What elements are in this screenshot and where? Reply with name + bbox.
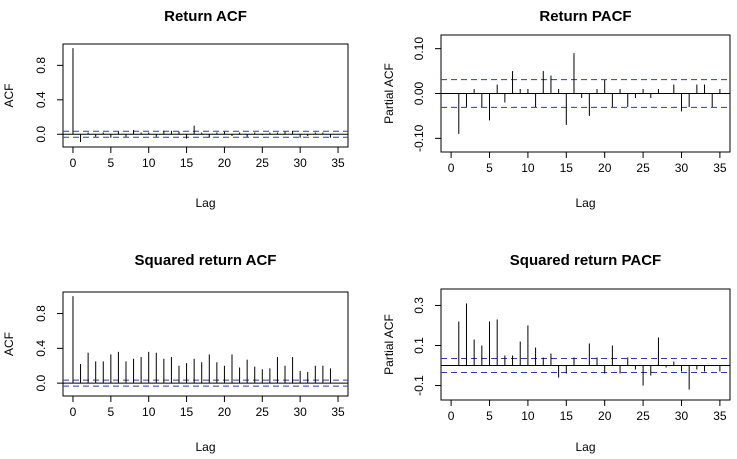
x-tick-label: 5 xyxy=(486,409,493,423)
x-tick-label: 25 xyxy=(636,161,650,175)
y-tick-label: 0.4 xyxy=(34,340,48,357)
x-tick-label: 0 xyxy=(448,409,455,423)
chart-title: Squared return ACF xyxy=(135,252,277,269)
y-tick-label: -0.10 xyxy=(412,124,426,152)
x-tick-label: 0 xyxy=(70,156,77,170)
y-tick-label: -0.1 xyxy=(412,375,426,396)
plot-frame xyxy=(440,288,731,401)
x-tick-label: 15 xyxy=(560,161,574,175)
chart-title: Squared return PACF xyxy=(510,252,661,269)
x-tick-label: 20 xyxy=(598,409,612,423)
x-tick-label: 0 xyxy=(448,161,455,175)
y-tick-label: 0.0 xyxy=(34,374,48,391)
y-tick-label: 0.8 xyxy=(34,305,48,322)
chart-panel-4: Squared return PACF 0 5 10 15 20 25 30 35 Lag -0.1… xyxy=(382,252,731,454)
y-axis-label: Partial ACF xyxy=(382,63,396,124)
x-tick-label: 35 xyxy=(713,161,727,175)
y-tick-label: 0.10 xyxy=(412,37,426,61)
x-tick-label: 30 xyxy=(675,161,689,175)
x-tick-label: 25 xyxy=(636,409,650,423)
y-axis-label: ACF xyxy=(2,84,16,108)
x-tick-label: 35 xyxy=(331,405,345,419)
x-tick-label: 25 xyxy=(256,156,270,170)
x-tick-label: 15 xyxy=(180,156,194,170)
x-tick-label: 35 xyxy=(331,156,345,170)
chart-title: Return PACF xyxy=(539,8,631,25)
chart-title: Return ACF xyxy=(164,8,247,25)
x-tick-label: 30 xyxy=(293,405,307,419)
x-tick-label: 15 xyxy=(180,405,194,419)
x-tick-label: 25 xyxy=(256,405,270,419)
x-tick-label: 10 xyxy=(142,405,156,419)
y-tick-label: 0.8 xyxy=(34,57,48,74)
y-tick-label: 0.0 xyxy=(34,126,48,143)
x-tick-label: 5 xyxy=(107,156,114,170)
y-axis-label: ACF xyxy=(2,332,16,356)
y-tick-label: 0.1 xyxy=(412,337,426,354)
x-tick-label: 20 xyxy=(218,156,232,170)
x-axis-label: Lag xyxy=(195,440,215,454)
x-tick-label: 10 xyxy=(521,409,535,423)
x-tick-label: 35 xyxy=(713,409,727,423)
x-axis-label: Lag xyxy=(575,440,595,454)
x-tick-label: 5 xyxy=(486,161,493,175)
chart-panel-2: Return PACF 0 5 10 15 20 25 30 35 Lag -0.10 0.00 0.1… xyxy=(382,8,731,210)
y-axis-label: Partial ACF xyxy=(382,314,396,375)
x-axis-label: Lag xyxy=(575,196,595,210)
x-tick-label: 30 xyxy=(675,409,689,423)
x-tick-label: 10 xyxy=(142,156,156,170)
y-tick-label: 0.00 xyxy=(412,81,426,105)
x-tick-label: 10 xyxy=(521,161,535,175)
chart-panel-1: Return ACF 0 5 10 15 20 25 30 35 Lag 0.0 0.4 0.8 ACF xyxy=(2,8,349,210)
x-tick-label: 5 xyxy=(107,405,114,419)
x-tick-label: 0 xyxy=(70,405,77,419)
x-tick-label: 20 xyxy=(218,405,232,419)
y-tick-label: 0.4 xyxy=(34,91,48,108)
x-tick-label: 30 xyxy=(293,156,307,170)
x-tick-label: 15 xyxy=(560,409,574,423)
chart-panel-3: Squared return ACF 0 5 10 15 20 25 30 35 Lag 0.0 0.… xyxy=(2,252,349,454)
y-tick-label: 0.3 xyxy=(412,297,426,314)
x-tick-label: 20 xyxy=(598,161,612,175)
x-axis-label: Lag xyxy=(195,196,215,210)
